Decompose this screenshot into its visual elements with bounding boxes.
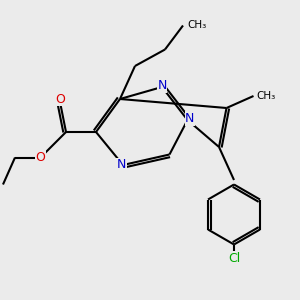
Text: Cl: Cl — [228, 251, 240, 265]
Text: N: N — [117, 158, 126, 172]
Text: N: N — [157, 79, 167, 92]
Text: N: N — [185, 112, 195, 125]
Text: CH₃: CH₃ — [256, 91, 276, 101]
Text: CH₃: CH₃ — [188, 20, 207, 31]
Text: O: O — [55, 92, 65, 106]
Text: O: O — [36, 151, 45, 164]
